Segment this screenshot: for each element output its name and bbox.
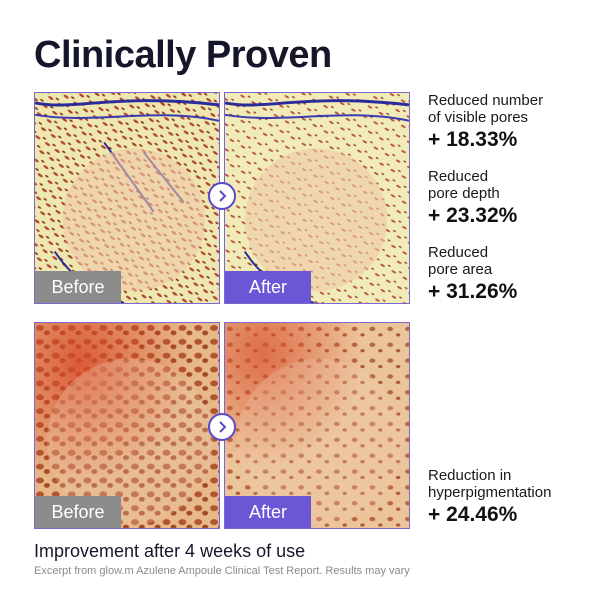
stat-visible-pores: Reduced number of visible pores + 18.33%: [428, 92, 543, 153]
stat-hyperpigmentation: Reduction in hyperpigmentation + 24.46%: [428, 467, 551, 528]
page-title: Clinically Proven: [34, 34, 332, 76]
stat-label: Reduced pore depth: [428, 168, 500, 202]
pigmentation-before-image: Before: [34, 322, 220, 529]
stat-value: + 31.26%: [428, 280, 518, 303]
after-label: After: [225, 271, 311, 303]
chevron-right-icon: [208, 182, 236, 210]
stat-label: Reduced number of visible pores: [428, 92, 544, 126]
disclaimer-note: Excerpt from glow.m Azulene Ampoule Clin…: [34, 565, 410, 577]
improvement-headline: Improvement after 4 weeks of use: [34, 541, 306, 561]
stat-pore-area: Reduced pore area + 31.26%: [428, 244, 517, 305]
stat-label: Reduced pore area: [428, 244, 493, 278]
stat-value: + 23.32%: [428, 204, 518, 227]
pigmentation-after-image: After: [224, 322, 410, 529]
before-label: Before: [35, 271, 121, 303]
chevron-right-icon: [208, 413, 236, 441]
before-label: Before: [35, 496, 121, 528]
after-label: After: [225, 496, 311, 528]
pores-after-image: After: [224, 92, 410, 304]
pores-before-image: Before: [34, 92, 220, 304]
stat-label: Reduction in hyperpigmentation: [428, 467, 552, 501]
stat-value: + 18.33%: [428, 128, 518, 151]
stat-pore-depth: Reduced pore depth + 23.32%: [428, 168, 517, 229]
stat-value: + 24.46%: [428, 503, 518, 526]
